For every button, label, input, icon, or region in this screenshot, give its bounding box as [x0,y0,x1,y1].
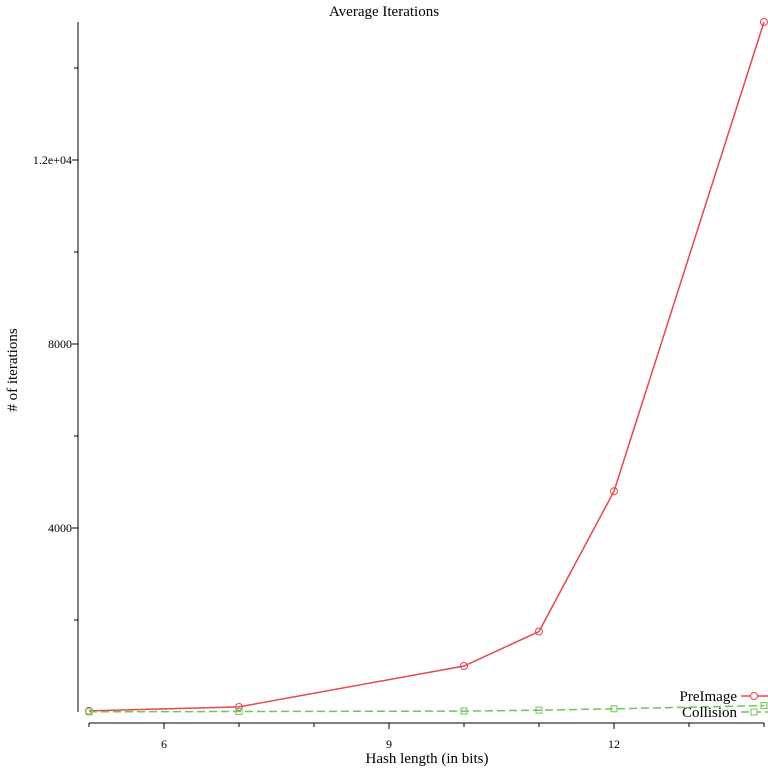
legend-item-preimage: PreImage [680,689,768,705]
axes [77,22,764,724]
y-tick-label: 4000 [48,521,72,535]
x-tick-label: 12 [608,737,620,751]
legend-label: PreImage [680,689,738,705]
chart-title: Average Iterations [329,4,439,20]
data-point [760,702,768,710]
x-tick-label: 6 [161,737,167,751]
series-collision [85,702,768,716]
legend-item-collision: Collision [682,705,768,721]
y-axis-ticks: 4000 8000 1.2e+04 [33,67,78,621]
data-point [535,706,543,714]
series-line [88,21,765,712]
series-preimage [85,18,768,715]
x-tick-label: 9 [386,737,392,751]
data-point [235,702,243,711]
data-point [535,627,543,636]
series-layer [85,18,768,716]
data-point [610,705,618,713]
y-tick-label: 1.2e+04 [33,153,72,167]
data-point [235,708,243,716]
data-point [460,662,468,670]
data-point [85,708,93,716]
legend-marker [750,708,758,716]
x-axis-ticks: 6 9 12 [88,723,765,751]
y-axis-title: # of iterations [5,328,21,411]
data-point [460,707,468,715]
data-point [610,487,618,496]
series-line [88,704,765,713]
y-tick-label: 8000 [48,337,72,351]
x-axis-title: Hash length (in bits) [366,751,489,767]
legend-label: Collision [682,705,738,721]
legend-marker [750,692,758,700]
